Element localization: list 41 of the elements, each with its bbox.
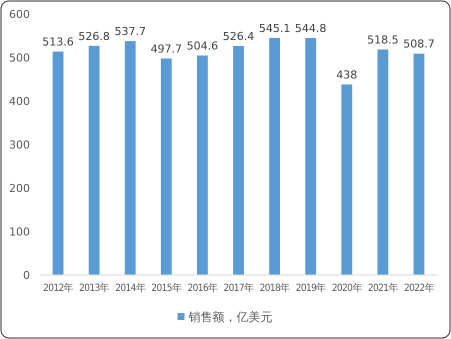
bar — [414, 54, 424, 275]
bar — [341, 84, 352, 275]
x-tick-label: 2017年 — [224, 282, 254, 294]
data-label: 508.7 — [403, 38, 435, 51]
x-tick-label: 2014年 — [115, 282, 146, 294]
bar — [269, 38, 280, 275]
y-tick-label: 200 — [9, 182, 30, 195]
bar — [88, 46, 100, 275]
y-tick-label: 300 — [9, 138, 30, 152]
bar — [377, 49, 388, 275]
data-label: 497.7 — [150, 42, 182, 56]
data-label: 513.6 — [42, 36, 74, 49]
bar — [233, 46, 244, 275]
x-tick-label: 2013年 — [79, 282, 110, 294]
x-tick-label: 2015年 — [151, 282, 182, 294]
bar — [305, 38, 316, 275]
y-tick-label: 100 — [9, 225, 30, 238]
x-tick-label: 2019年 — [296, 282, 326, 294]
data-label: 518.5 — [367, 33, 399, 46]
x-tick-label: 2016年 — [187, 282, 218, 294]
x-tick-label: 2020年 — [332, 282, 362, 294]
data-label: 544.8 — [294, 22, 326, 36]
y-tick-label: 600 — [9, 8, 30, 21]
x-tick-label: 2021年 — [368, 282, 398, 294]
data-label: 537.7 — [114, 25, 146, 38]
data-label: 526.8 — [78, 30, 110, 43]
y-tick-label: 400 — [9, 94, 30, 108]
y-tick-label: 0 — [23, 268, 30, 282]
data-label: 504.6 — [186, 40, 218, 52]
bar — [196, 56, 208, 275]
bar — [124, 41, 136, 275]
x-tick-label: 2018年 — [260, 282, 290, 294]
y-tick-label: 500 — [9, 51, 30, 64]
data-label: 545.1 — [258, 22, 290, 35]
data-label: 526.4 — [222, 30, 254, 44]
data-label: 438 — [336, 68, 358, 82]
legend-label: 销售额，亿美元 — [188, 310, 272, 324]
x-tick-label: 2012年 — [43, 282, 74, 294]
bar — [52, 52, 64, 275]
x-tick-label: 2022年 — [404, 282, 434, 294]
bar — [160, 58, 172, 275]
